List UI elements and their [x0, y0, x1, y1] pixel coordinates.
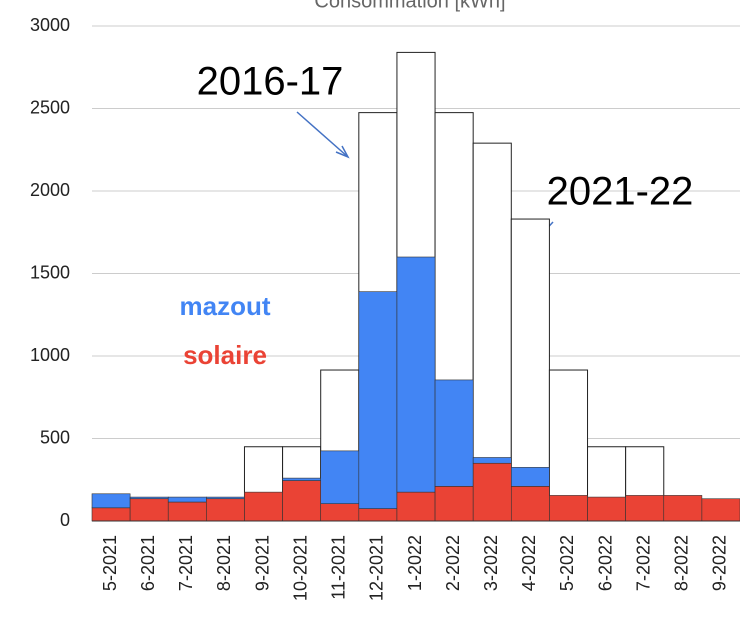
bar — [206, 496, 245, 500]
x-tick-label: 2-2022 — [443, 535, 463, 591]
x-tick-label: 5-2021 — [100, 535, 120, 591]
x-tick-label: 7-2021 — [176, 535, 196, 591]
bar — [282, 480, 322, 522]
x-tick-label: 10-2021 — [290, 535, 310, 601]
x-tick-label: 4-2022 — [519, 535, 539, 591]
bar — [129, 498, 169, 522]
bar — [167, 496, 207, 503]
bar — [396, 256, 436, 493]
bar — [244, 491, 283, 522]
x-tick-label: 6-2021 — [138, 535, 158, 591]
bar — [510, 467, 550, 487]
x-tick-label: 12-2021 — [367, 535, 387, 601]
bar — [282, 477, 322, 481]
bar — [358, 291, 398, 509]
bar — [320, 503, 360, 522]
bar — [549, 495, 588, 522]
y-tick-label: 3000 — [30, 15, 70, 35]
y-tick-label: 2500 — [30, 97, 70, 117]
legend-solaire: solaire — [183, 340, 267, 370]
bar — [358, 508, 398, 522]
bar — [472, 462, 512, 522]
x-tick-label: 5-2022 — [557, 535, 577, 591]
annotation-2016: 2016-17 — [197, 60, 344, 104]
bar — [434, 486, 474, 522]
x-tick-label: 8-2021 — [214, 535, 234, 591]
y-tick-label: 1500 — [30, 262, 70, 282]
bar — [206, 498, 245, 522]
bar — [320, 450, 360, 504]
bar — [701, 498, 740, 522]
bar — [434, 379, 474, 487]
x-tick-label: 9-2022 — [710, 535, 730, 591]
bar — [167, 501, 207, 522]
arrow-head — [335, 145, 350, 159]
bar — [91, 493, 131, 509]
legend-mazout: mazout — [180, 291, 271, 321]
bar — [510, 486, 550, 522]
bar — [625, 495, 665, 522]
bar — [472, 457, 512, 464]
x-tick-label: 11-2021 — [329, 535, 349, 600]
annotation-2021: 2021-22 — [547, 170, 694, 214]
bar — [129, 496, 169, 500]
bar — [663, 495, 703, 522]
y-tick-label: 1000 — [30, 345, 70, 365]
x-tick-label: 7-2022 — [633, 535, 653, 591]
y-tick-label: 2000 — [30, 180, 70, 200]
x-tick-label: 9-2021 — [252, 535, 272, 591]
x-tick-label: 1-2022 — [405, 535, 425, 591]
arrow — [296, 111, 349, 158]
bar — [587, 496, 626, 522]
bar — [91, 507, 131, 522]
y-tick-label: 0 — [60, 510, 70, 530]
y-tick-label: 500 — [40, 427, 70, 447]
x-tick-label: 8-2022 — [672, 535, 692, 591]
bar — [396, 491, 436, 522]
x-tick-label: 3-2022 — [481, 535, 501, 591]
x-tick-label: 6-2022 — [595, 535, 615, 591]
chart-title: Consommation [kWh] — [314, 0, 505, 12]
